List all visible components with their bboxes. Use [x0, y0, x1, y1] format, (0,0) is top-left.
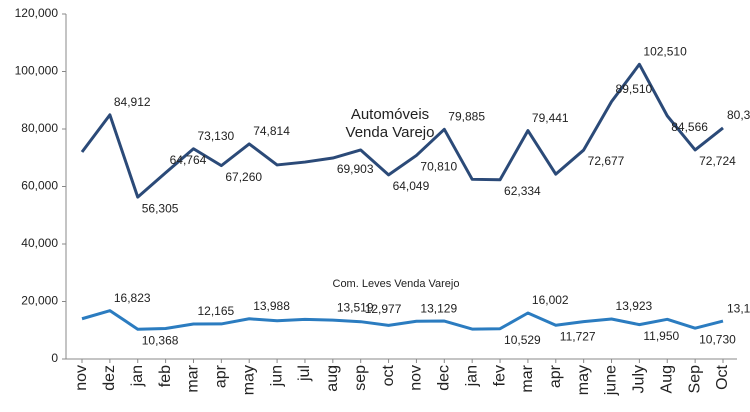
value-label: 67,260 [225, 170, 262, 184]
value-label: 64,764 [170, 153, 207, 167]
value-label: 72,724 [699, 154, 736, 168]
x-tick-label: jul [296, 365, 313, 382]
value-label: 12,977 [365, 302, 402, 316]
x-tick-label: may [575, 365, 592, 395]
x-tick-label: jun [268, 365, 285, 387]
y-tick-label: 60,000 [21, 179, 58, 193]
y-tick-label: 100,000 [15, 64, 59, 78]
value-label: 74,814 [253, 124, 290, 138]
value-label: 64,049 [393, 179, 430, 193]
x-tick-label: aug [324, 365, 341, 392]
value-label: 10,730 [699, 332, 736, 346]
value-label: 84,566 [671, 120, 708, 134]
y-tick-label: 20,000 [21, 294, 58, 308]
value-label: 69,903 [337, 162, 374, 176]
x-tick-label: dec [436, 365, 453, 391]
x-tick-label: nov [73, 365, 90, 391]
value-label: 73,130 [197, 129, 234, 143]
x-tick-label: june [603, 365, 620, 396]
series-line [80, 62, 724, 199]
x-tick-label: jan [463, 365, 480, 387]
x-tick-label: feb [157, 365, 174, 387]
x-tick-label: nov [408, 365, 425, 391]
x-tick-label: dez [101, 365, 118, 391]
series-line [81, 309, 724, 331]
x-tick-label: fev [491, 365, 508, 386]
value-label: 79,441 [532, 111, 569, 125]
x-tick-label: apr [213, 364, 230, 388]
y-tick-label: 0 [51, 351, 58, 365]
x-tick-label: Oct [714, 364, 731, 389]
x-tick-label: mar [519, 364, 536, 392]
x-tick-label: mar [185, 364, 202, 392]
value-label: 13,182 [727, 301, 750, 315]
y-tick-label: 120,000 [15, 6, 59, 20]
value-label: 13,988 [253, 299, 290, 313]
value-label: 11,950 [643, 329, 679, 343]
value-label: 62,334 [504, 184, 541, 198]
value-label: 13,519 [337, 300, 374, 314]
y-tick-label: 80,000 [21, 121, 58, 135]
value-label: 16,002 [532, 293, 569, 307]
series-label: Com. Leves Venda Varejo [333, 278, 460, 290]
x-tick-label: Sep [686, 365, 703, 394]
value-label: 80,376 [727, 108, 750, 122]
y-tick-label: 40,000 [21, 236, 58, 250]
value-label: 70,810 [420, 160, 457, 174]
x-tick-label: July [631, 365, 648, 393]
value-label: 12,165 [197, 304, 234, 318]
value-label: 72,677 [588, 154, 625, 168]
value-label: 79,885 [448, 110, 485, 124]
value-label: 89,510 [616, 82, 653, 96]
value-label: 13,923 [616, 299, 653, 313]
value-label: 10,368 [142, 333, 179, 347]
x-tick-label: may [240, 365, 257, 395]
value-label: 10,529 [504, 333, 541, 347]
value-label: 84,912 [114, 95, 151, 109]
x-tick-label: apr [547, 364, 564, 388]
x-tick-label: oct [380, 364, 397, 386]
value-label: 13,129 [420, 301, 457, 315]
series-label-box: Automóveis Venda Varejo [345, 106, 435, 141]
x-tick-label: Aug [658, 365, 675, 393]
value-label: 16,823 [114, 291, 151, 305]
value-label: 56,305 [142, 201, 179, 215]
x-tick-label: sep [352, 365, 369, 391]
value-label: 102,510 [643, 44, 687, 58]
series-label: Automóveis Venda Varejo [345, 106, 435, 141]
value-label: 11,727 [560, 329, 596, 343]
x-tick-label: jan [129, 365, 146, 387]
